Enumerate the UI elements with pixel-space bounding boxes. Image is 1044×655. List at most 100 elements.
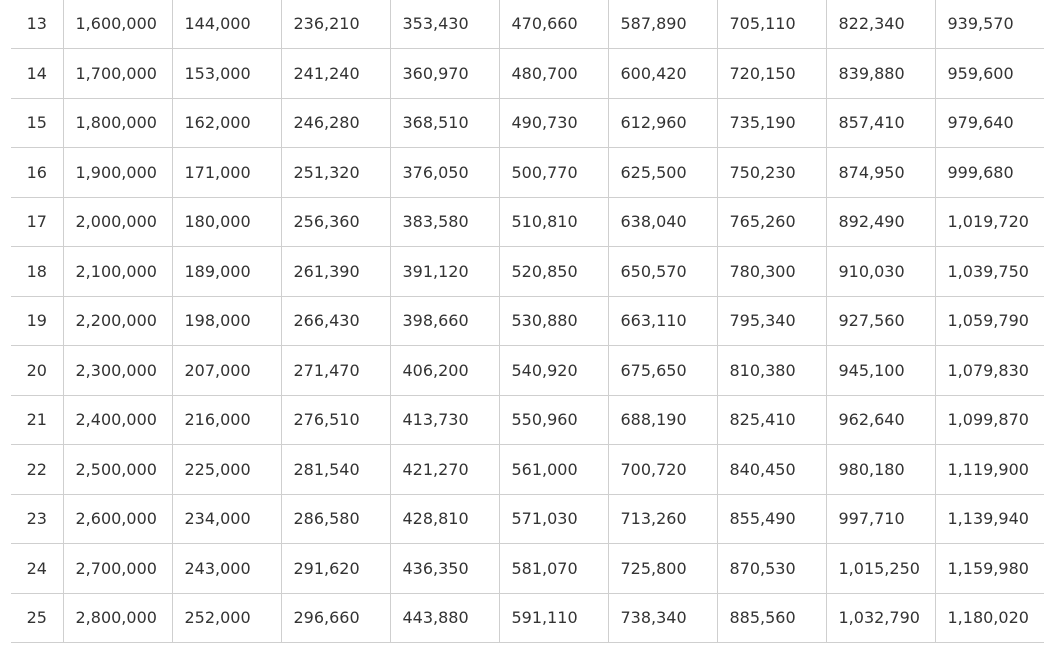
table-cell: 251,320 xyxy=(281,147,391,198)
table-cell: 153,000 xyxy=(172,48,282,99)
table-cell: 561,000 xyxy=(499,444,609,495)
row-index-cell: 13 xyxy=(11,0,64,49)
table-cell: 1,059,790 xyxy=(935,296,1044,346)
table-cell: 1,119,900 xyxy=(935,444,1044,495)
table-cell: 286,580 xyxy=(281,494,391,544)
table-cell: 470,660 xyxy=(499,0,609,49)
table-cell: 688,190 xyxy=(608,395,718,445)
table-row: 23 2,600,000 234,000 286,580 428,810 571,030 7… xyxy=(11,494,1044,544)
table-cell: 189,000 xyxy=(172,246,282,297)
table-cell: 428,810 xyxy=(390,494,500,544)
table-cell: 530,880 xyxy=(499,296,609,346)
table-cell: 980,180 xyxy=(826,444,936,495)
table-cell: 939,570 xyxy=(935,0,1044,49)
table-cell: 675,650 xyxy=(608,345,718,396)
table-cell: 2,400,000 xyxy=(63,395,173,445)
table-cell: 1,900,000 xyxy=(63,147,173,198)
table-cell: 1,800,000 xyxy=(63,98,173,148)
table-cell: 997,710 xyxy=(826,494,936,544)
table-cell: 246,280 xyxy=(281,98,391,148)
table-cell: 885,560 xyxy=(717,593,827,643)
table-cell: 510,810 xyxy=(499,197,609,247)
table-cell: 735,190 xyxy=(717,98,827,148)
table-cell: 765,260 xyxy=(717,197,827,247)
table-cell: 443,880 xyxy=(390,593,500,643)
table-cell: 2,000,000 xyxy=(63,197,173,247)
table-row: 21 2,400,000 216,000 276,510 413,730 550,960 6… xyxy=(11,395,1044,445)
table-cell: 398,660 xyxy=(390,296,500,346)
table-cell: 180,000 xyxy=(172,197,282,247)
table-cell: 720,150 xyxy=(717,48,827,99)
table-cell: 581,070 xyxy=(499,543,609,594)
table-cell: 236,210 xyxy=(281,0,391,49)
row-index-cell: 22 xyxy=(11,444,64,495)
table-cell: 999,680 xyxy=(935,147,1044,198)
table-cell: 368,510 xyxy=(390,98,500,148)
table-cell: 825,410 xyxy=(717,395,827,445)
table-cell: 892,490 xyxy=(826,197,936,247)
data-table: 13 1,600,000 144,000 236,210 353,430 470,660 5… xyxy=(11,0,1044,643)
table-cell: 225,000 xyxy=(172,444,282,495)
table-cell: 198,000 xyxy=(172,296,282,346)
table-cell: 910,030 xyxy=(826,246,936,297)
table-cell: 162,000 xyxy=(172,98,282,148)
table-row: 22 2,500,000 225,000 281,540 421,270 561,000 7… xyxy=(11,444,1044,495)
table-cell: 927,560 xyxy=(826,296,936,346)
table-cell: 1,039,750 xyxy=(935,246,1044,297)
table-cell: 266,430 xyxy=(281,296,391,346)
table-cell: 1,079,830 xyxy=(935,345,1044,396)
table-cell: 650,570 xyxy=(608,246,718,297)
table-row: 18 2,100,000 189,000 261,390 391,120 520,850 6… xyxy=(11,246,1044,297)
table-cell: 839,880 xyxy=(826,48,936,99)
table-cell: 962,640 xyxy=(826,395,936,445)
table-cell: 725,800 xyxy=(608,543,718,594)
table-cell: 857,410 xyxy=(826,98,936,148)
table-cell: 738,340 xyxy=(608,593,718,643)
table-cell: 383,580 xyxy=(390,197,500,247)
table-cell: 638,040 xyxy=(608,197,718,247)
table-row: 15 1,800,000 162,000 246,280 368,510 490,730 6… xyxy=(11,98,1044,148)
table-cell: 436,350 xyxy=(390,543,500,594)
table-cell: 822,340 xyxy=(826,0,936,49)
table-cell: 2,300,000 xyxy=(63,345,173,396)
row-index-cell: 18 xyxy=(11,246,64,297)
table-cell: 540,920 xyxy=(499,345,609,396)
table-cell: 2,200,000 xyxy=(63,296,173,346)
table-cell: 810,380 xyxy=(717,345,827,396)
table-cell: 207,000 xyxy=(172,345,282,396)
table-cell: 750,230 xyxy=(717,147,827,198)
table-cell: 591,110 xyxy=(499,593,609,643)
table-cell: 500,770 xyxy=(499,147,609,198)
table-cell: 376,050 xyxy=(390,147,500,198)
table-row: 13 1,600,000 144,000 236,210 353,430 470,660 5… xyxy=(11,0,1044,49)
table-cell: 1,159,980 xyxy=(935,543,1044,594)
table-cell: 870,530 xyxy=(717,543,827,594)
table-cell: 144,000 xyxy=(172,0,282,49)
table-cell: 2,700,000 xyxy=(63,543,173,594)
table-cell: 406,200 xyxy=(390,345,500,396)
table-cell: 490,730 xyxy=(499,98,609,148)
row-index-cell: 15 xyxy=(11,98,64,148)
table-cell: 291,620 xyxy=(281,543,391,594)
row-index-cell: 20 xyxy=(11,345,64,396)
row-index-cell: 19 xyxy=(11,296,64,346)
row-index-cell: 24 xyxy=(11,543,64,594)
row-index-cell: 16 xyxy=(11,147,64,198)
table-cell: 1,700,000 xyxy=(63,48,173,99)
table-cell: 1,180,020 xyxy=(935,593,1044,643)
table-cell: 271,470 xyxy=(281,345,391,396)
table-cell: 360,970 xyxy=(390,48,500,99)
table-row: 24 2,700,000 243,000 291,620 436,350 581,070 7… xyxy=(11,543,1044,594)
table-row: 19 2,200,000 198,000 266,430 398,660 530,880 6… xyxy=(11,296,1044,346)
table-cell: 261,390 xyxy=(281,246,391,297)
table-cell: 705,110 xyxy=(717,0,827,49)
table-cell: 391,120 xyxy=(390,246,500,297)
table-cell: 945,100 xyxy=(826,345,936,396)
table-cell: 1,600,000 xyxy=(63,0,173,49)
table-cell: 700,720 xyxy=(608,444,718,495)
table-cell: 979,640 xyxy=(935,98,1044,148)
table-row: 25 2,800,000 252,000 296,660 443,880 591,110 7… xyxy=(11,593,1044,643)
table-cell: 840,450 xyxy=(717,444,827,495)
table-cell: 216,000 xyxy=(172,395,282,445)
table-cell: 1,139,940 xyxy=(935,494,1044,544)
